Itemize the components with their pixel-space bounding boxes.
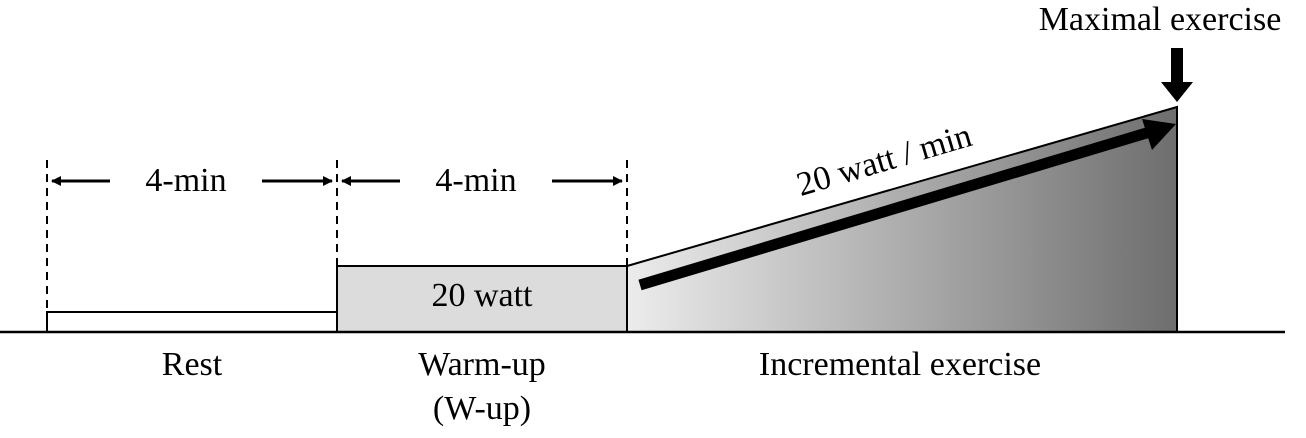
peak-arrowhead	[1161, 82, 1193, 102]
peak-label: Maximal exercise	[1039, 1, 1282, 38]
phase-sublabel: (W-up)	[433, 390, 531, 427]
interval-label: 4-min	[145, 162, 226, 199]
rest-block	[46, 311, 338, 333]
load-label: 20 watt	[431, 277, 533, 314]
slope-arrowhead	[1142, 119, 1176, 150]
interval-label: 4-min	[435, 162, 516, 199]
peak-arrow-shaft	[1171, 48, 1183, 84]
phase-label: Rest	[162, 346, 223, 383]
phase-label: Warm-up	[418, 346, 546, 383]
phase-label: Incremental exercise	[759, 346, 1041, 383]
warmup-block	[336, 265, 628, 333]
dividers	[46, 160, 628, 312]
slope-arrow	[638, 126, 1152, 291]
